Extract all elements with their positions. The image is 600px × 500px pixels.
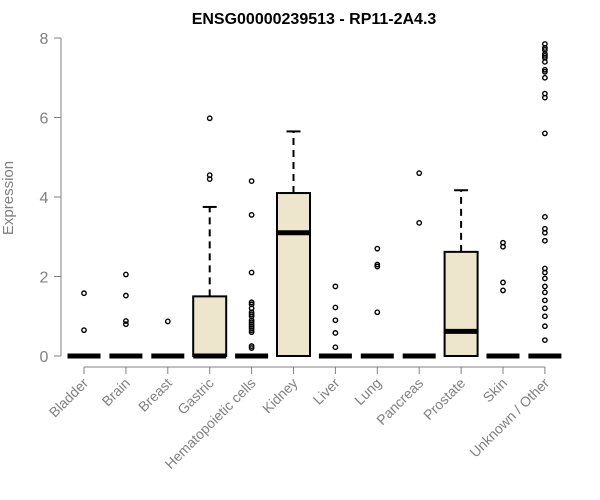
outlier-point xyxy=(123,318,129,324)
outlier-point xyxy=(332,344,339,351)
outlier-point xyxy=(542,74,548,81)
outlier-point xyxy=(332,330,339,336)
x-tick-label-breast: Breast xyxy=(135,375,175,415)
outlier-point xyxy=(374,309,381,316)
outlier-point xyxy=(542,313,548,320)
box-body xyxy=(192,295,228,357)
outlier-point xyxy=(542,297,548,304)
outlier-point xyxy=(542,289,548,296)
box-body xyxy=(443,250,479,357)
outlier-point xyxy=(542,41,548,47)
box-prostate xyxy=(443,189,479,357)
x-tick-label-liver: Liver xyxy=(310,375,343,408)
x-tick-label-kidney: Kidney xyxy=(259,375,301,417)
y-axis: 0 2 4 6 8 xyxy=(40,31,62,366)
y-tick-label: 2 xyxy=(40,270,49,287)
box-skin xyxy=(486,239,520,359)
outlier-point xyxy=(542,68,548,75)
outlier-point xyxy=(248,343,255,349)
outlier-point xyxy=(542,66,548,73)
outlier-point xyxy=(542,265,548,272)
outlier-point xyxy=(416,219,423,226)
chart-title: ENSG00000239513 - RP11-2A4.3 xyxy=(192,11,437,28)
box-body xyxy=(276,192,311,357)
outlier-point xyxy=(542,283,548,290)
outlier-point xyxy=(248,319,255,326)
outlier-point xyxy=(542,47,548,53)
y-tick-label: 4 xyxy=(40,190,49,207)
x-tick-label-unknown-other: Unknown / Other xyxy=(466,375,552,461)
box-brain xyxy=(109,271,143,359)
outlier-point xyxy=(500,239,506,246)
outlier-point xyxy=(81,327,87,334)
outlier-point xyxy=(542,213,548,220)
outlier-point xyxy=(123,292,129,299)
outlier-point xyxy=(332,304,339,311)
box-unknown-other xyxy=(528,41,562,359)
outlier-point xyxy=(248,178,255,185)
box-gastric xyxy=(192,115,228,359)
box-hematopoietic-cells xyxy=(235,178,269,359)
outlier-point xyxy=(374,263,381,270)
outlier-point xyxy=(542,52,548,59)
y-tick-label: 0 xyxy=(40,349,49,366)
x-tick-label-prostate: Prostate xyxy=(420,375,468,423)
x-tick-label-bladder: Bladder xyxy=(46,375,92,421)
outlier-point xyxy=(542,275,548,282)
y-tick-label: 6 xyxy=(40,111,49,128)
outlier-point xyxy=(332,283,339,290)
y-tick-label: 8 xyxy=(40,31,49,48)
outlier-point xyxy=(416,170,423,177)
outlier-point xyxy=(542,237,548,244)
outlier-point xyxy=(542,130,548,137)
y-axis-label: Expression xyxy=(0,161,17,235)
box-breast xyxy=(151,318,185,359)
outlier-point xyxy=(542,323,548,330)
box-pancreas xyxy=(402,170,436,359)
outlier-point xyxy=(542,90,548,97)
outlier-point xyxy=(206,115,213,122)
plot-area xyxy=(67,41,562,359)
outlier-point xyxy=(248,299,255,306)
outlier-point xyxy=(123,321,129,328)
outlier-point xyxy=(500,287,506,294)
box-liver xyxy=(318,283,352,359)
outlier-point xyxy=(248,311,255,318)
outlier-point xyxy=(500,279,506,286)
outlier-point xyxy=(248,301,255,308)
x-tick-label-lung: Lung xyxy=(351,375,384,408)
x-tick-label-brain: Brain xyxy=(99,375,133,409)
outlier-point xyxy=(374,245,381,252)
box-bladder xyxy=(67,290,101,359)
outlier-point xyxy=(206,172,213,179)
outlier-point xyxy=(248,345,255,351)
outlier-point xyxy=(248,211,255,218)
outlier-point xyxy=(164,318,171,325)
outlier-point xyxy=(332,317,339,324)
outlier-point xyxy=(542,337,548,343)
x-tick-label-skin: Skin xyxy=(480,375,511,406)
outlier-point xyxy=(248,269,255,276)
outlier-point xyxy=(123,271,129,278)
outlier-point xyxy=(542,305,548,312)
outlier-point xyxy=(542,225,548,232)
x-tick-label-pancreas: Pancreas xyxy=(373,375,426,428)
outlier-point xyxy=(374,261,381,268)
box-lung xyxy=(360,245,394,359)
outlier-point xyxy=(81,290,87,297)
box-kidney xyxy=(276,130,311,357)
